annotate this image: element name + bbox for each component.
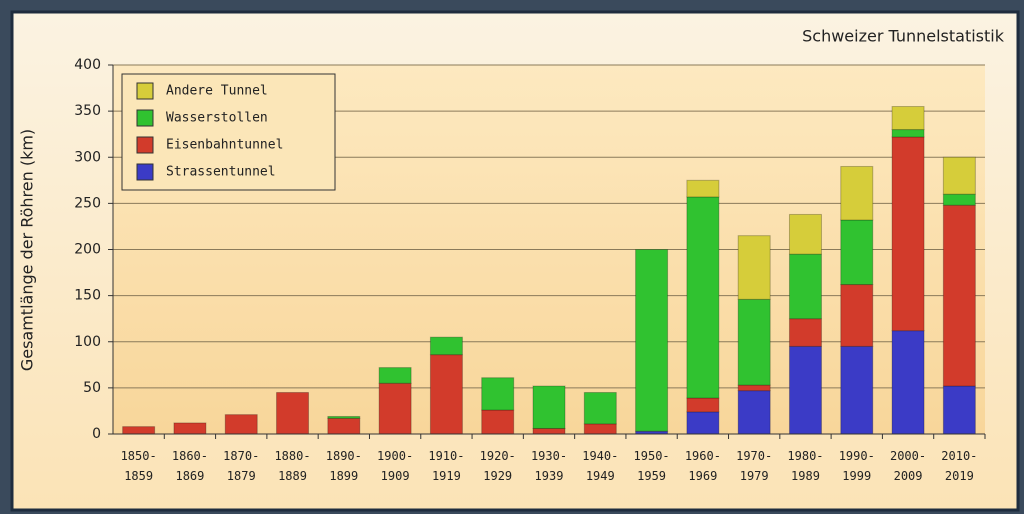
- x-tick-label: 1850-1859: [116, 446, 162, 486]
- bar-segment: [943, 386, 975, 434]
- x-tick-label: 1920-1929: [475, 446, 521, 486]
- bar-segment: [482, 378, 514, 410]
- bar-segment: [789, 214, 821, 254]
- bar-segment: [533, 386, 565, 428]
- legend-swatch: [137, 110, 153, 126]
- x-tick-label: 1980-1989: [782, 446, 828, 486]
- legend-swatch: [137, 83, 153, 99]
- chart: Schweizer Tunnelstatistik Gesamtlänge de…: [0, 0, 1024, 514]
- y-axis-label: Gesamtlänge der Röhren (km): [18, 129, 37, 371]
- bar-segment: [430, 355, 462, 434]
- bar-segment: [687, 398, 719, 412]
- bar-segment: [738, 299, 770, 385]
- x-tick-label: 1900-1909: [372, 446, 418, 486]
- x-tick-label: 1960-1969: [680, 446, 726, 486]
- bar-segment: [892, 130, 924, 137]
- x-tick-label: 1870-1879: [218, 446, 264, 486]
- legend-swatch: [137, 137, 153, 153]
- bar-segment: [738, 385, 770, 391]
- bar-segment: [328, 418, 360, 434]
- x-tick-label: 2010-2019: [936, 446, 982, 486]
- bar-segment: [892, 107, 924, 130]
- bar-segment: [841, 166, 873, 220]
- bar-segment: [379, 368, 411, 384]
- x-tick-label: 1930-1939: [526, 446, 572, 486]
- legend-label: Wasserstollen: [166, 111, 268, 126]
- bar-segment: [943, 194, 975, 205]
- bar-segment: [328, 416, 360, 418]
- chart-title: Schweizer Tunnelstatistik: [802, 27, 1005, 46]
- bar-segment: [430, 337, 462, 355]
- bar-segment: [841, 346, 873, 434]
- bar-segment: [738, 391, 770, 434]
- y-tick-label: 200: [74, 242, 101, 258]
- x-tick-label: 1950-1959: [629, 446, 675, 486]
- y-tick-label: 300: [74, 149, 101, 165]
- bar-segment: [892, 137, 924, 331]
- screenshot: Schweizer Tunnelstatistik Gesamtlänge de…: [0, 0, 1024, 514]
- bar-segment: [584, 424, 616, 434]
- bar-segment: [174, 423, 206, 434]
- bar-segment: [738, 236, 770, 300]
- legend-label: Eisenbahntunnel: [166, 138, 283, 153]
- bar-segment: [841, 220, 873, 285]
- y-tick-label: 100: [74, 334, 101, 350]
- x-tick-label: 1990-1999: [834, 446, 880, 486]
- y-tick-label: 150: [74, 288, 101, 304]
- legend-label: Strassentunnel: [166, 165, 276, 180]
- bar-segment: [943, 205, 975, 386]
- legend-swatch: [137, 164, 153, 180]
- legend-label: Andere Tunnel: [166, 84, 268, 99]
- bar-segment: [482, 410, 514, 434]
- y-tick-label: 400: [74, 57, 101, 73]
- bar-segment: [123, 427, 155, 434]
- x-tick-label: 2000-2009: [885, 446, 931, 486]
- x-tick-label: 1880-1889: [270, 446, 316, 486]
- bar-segment: [687, 197, 719, 398]
- bar-segment: [636, 250, 668, 432]
- x-tick-label: 1860-1869: [167, 446, 213, 486]
- x-tick-label: 1970-1979: [731, 446, 777, 486]
- bar-segment: [943, 157, 975, 194]
- bar-segment: [687, 180, 719, 197]
- bar-segment: [533, 428, 565, 434]
- y-tick-label: 0: [92, 426, 101, 442]
- bar-segment: [277, 392, 309, 434]
- bar-segment: [687, 412, 719, 434]
- y-tick-label: 250: [74, 195, 101, 211]
- bar-segment: [841, 285, 873, 347]
- x-tick-label: 1910-1919: [423, 446, 469, 486]
- bar-segment: [789, 254, 821, 319]
- bar-segment: [225, 415, 257, 434]
- x-tick-label: 1940-1949: [577, 446, 623, 486]
- bar-segment: [789, 319, 821, 347]
- y-tick-label: 50: [83, 380, 101, 396]
- bar-segment: [379, 383, 411, 434]
- bar-segment: [892, 331, 924, 434]
- x-tick-label: 1890-1899: [321, 446, 367, 486]
- y-tick-label: 350: [74, 103, 101, 119]
- bar-segment: [789, 346, 821, 434]
- bar-segment: [584, 392, 616, 423]
